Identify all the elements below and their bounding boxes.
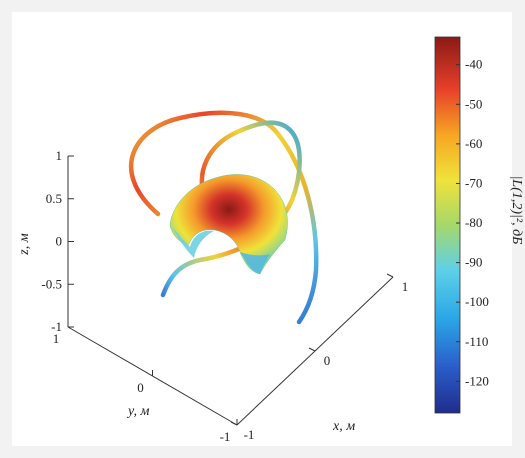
colorbar [434,36,461,414]
colorbar-tick-label: -40 [465,57,482,72]
colorbar-label: |L(1,2)|², дБ [509,176,524,245]
y-axis-label: y, м [126,404,149,419]
x-tick-label: -1 [244,427,255,442]
x-tick-mark [230,421,238,426]
y-tick-group: 1 0 -1 [53,321,238,444]
colorbar-tick-label: -90 [465,255,482,270]
z-tick-label: -1 [51,319,62,334]
colorbar-tick-group: -40 -50 -60 -70 -80 -90 -100 -110 -120 [456,57,489,388]
x-tick-mark [386,273,394,278]
y-tick-label: 1 [53,331,60,346]
surface-patch [169,174,288,275]
colorbar-tick-label: -50 [465,96,482,111]
x-tick-mark [308,347,316,352]
z-tick-group: 1 0.5 0 -0.5 -1 [41,148,74,334]
x-tick-label: 0 [324,353,331,368]
z-tick-label: 1 [56,148,63,163]
y-tick-label: 0 [137,380,144,395]
ring-arc-2 [160,120,302,298]
z-tick-label: 0.5 [46,191,62,206]
colorbar-tick-label: -120 [465,373,489,388]
x-axis-label: x, м [332,419,355,434]
surface-patch-underside [172,226,214,258]
surface-patch-side [240,252,270,274]
colorbar-tick-label: -100 [465,294,489,309]
x-tick-group: -1 0 1 [230,273,409,442]
z-tick-label: 0 [56,234,63,249]
colorbar-tick-label: -60 [465,136,482,151]
colorbar-tick-label: -110 [465,334,488,349]
x-tick-label: 1 [402,279,409,294]
z-axis-label: z, м [17,233,32,255]
z-tick-label: -0.5 [41,276,62,291]
colorbar-tick-label: -80 [465,215,482,230]
colorbar-tick-label: -70 [465,175,482,190]
y-tick-label: -1 [220,429,231,444]
ring-arc-1 [128,110,319,325]
